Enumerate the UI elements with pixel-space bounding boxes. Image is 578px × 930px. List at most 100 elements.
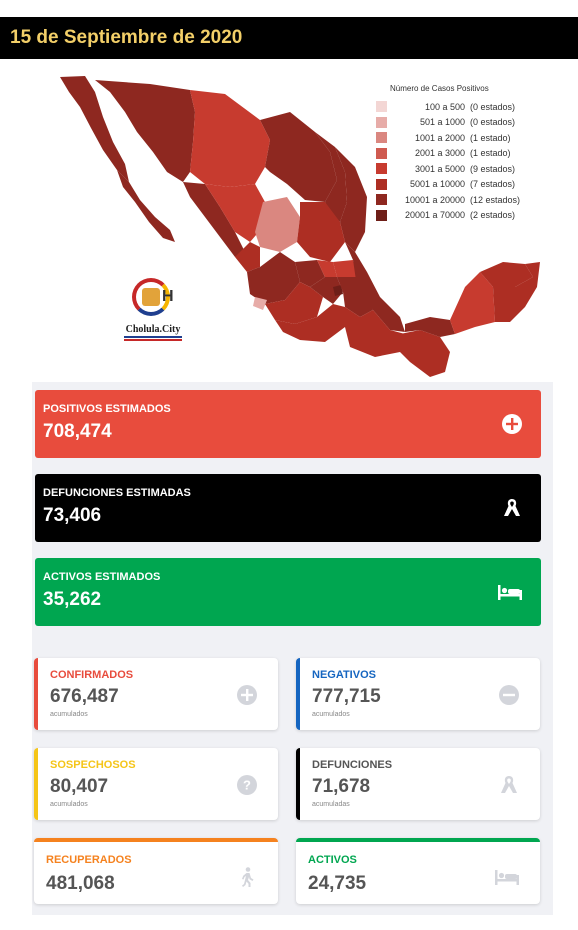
- card-label: POSITIVOS ESTIMADOS: [43, 403, 171, 415]
- confirmados-card: CONFIRMADOS 676,487 acumulados: [34, 658, 278, 730]
- bed-icon: [495, 870, 519, 885]
- card-value: 35,262: [43, 589, 102, 610]
- state-michoacan[interactable]: [265, 282, 323, 324]
- card-label: RECUPERADOS: [46, 854, 132, 866]
- state-jalisco[interactable]: [247, 252, 300, 304]
- legend-range: 2001 a 3000: [414, 148, 465, 159]
- legend-count: (12 estados): [470, 194, 521, 205]
- question-circle-icon: ?: [237, 775, 257, 795]
- map-legend: Número de Casos Positivos 100 a 500 (0 e…: [376, 84, 536, 223]
- legend-swatch: [376, 101, 387, 113]
- legend-swatch: [376, 132, 387, 144]
- mexico-map: [55, 72, 550, 382]
- card-value: 481,068: [46, 873, 115, 894]
- legend-swatch: [376, 147, 387, 159]
- state-baja-california-sur[interactable]: [117, 170, 175, 242]
- state-queretaro[interactable]: [317, 260, 337, 277]
- state-chiapas[interactable]: [400, 330, 450, 377]
- state-campeche[interactable]: [450, 272, 495, 334]
- walking-icon: [242, 867, 254, 887]
- date-header: 15 de Septiembre de 2020: [0, 17, 578, 59]
- state-nayarit[interactable]: [235, 242, 260, 272]
- legend-swatch: [376, 163, 387, 175]
- card-value: 708,474: [43, 421, 112, 442]
- positivos-estimados-card: POSITIVOS ESTIMADOS 708,474: [35, 390, 541, 458]
- state-guanajuato[interactable]: [295, 260, 325, 287]
- legend-range: 100 a 500: [424, 101, 465, 112]
- card-label: ACTIVOS ESTIMADOS: [43, 571, 161, 583]
- bed-icon: [498, 585, 522, 600]
- legend-item: 501 a 1000 (0 estados): [376, 115, 536, 131]
- state-guerrero[interactable]: [275, 304, 345, 342]
- state-tabasco[interactable]: [405, 317, 455, 337]
- state-zacatecas[interactable]: [255, 197, 300, 252]
- legend-swatch: [376, 194, 387, 206]
- state-sonora[interactable]: [95, 80, 195, 182]
- state-nuevo-leon[interactable]: [315, 132, 347, 222]
- card-value: 80,407: [50, 776, 109, 797]
- legend-item: 5001 a 10000 (7 estados): [376, 177, 536, 193]
- card-sub: acumuladas: [312, 801, 350, 808]
- legend-swatch: [376, 178, 387, 190]
- recuperados-card: RECUPERADOS 481,068: [34, 838, 278, 904]
- svg-text:?: ?: [243, 778, 251, 793]
- state-yucatan[interactable]: [480, 262, 533, 287]
- plus-circle-icon: [502, 414, 522, 434]
- card-label: DEFUNCIONES ESTIMADAS: [43, 487, 191, 499]
- state-durango[interactable]: [205, 184, 265, 242]
- state-mexico[interactable]: [310, 277, 343, 304]
- logo-h-letter: H: [162, 288, 174, 305]
- card-label: NEGATIVOS: [312, 669, 376, 681]
- state-colima[interactable]: [253, 297, 267, 310]
- ribbon-icon: [504, 499, 520, 516]
- card-label: SOSPECHOSOS: [50, 759, 136, 771]
- legend-range: 5001 a 10000: [409, 179, 465, 190]
- state-coahuila[interactable]: [260, 112, 337, 202]
- legend-swatch: [376, 116, 387, 128]
- legend-count: (2 estados): [470, 210, 516, 221]
- state-oaxaca[interactable]: [345, 307, 405, 357]
- activos-estimados-card: ACTIVOS ESTIMADOS 35,262: [35, 558, 541, 626]
- state-quintana-roo[interactable]: [493, 262, 540, 322]
- legend-item: 10001 a 20000 (12 estados): [376, 192, 536, 208]
- activos-card: ACTIVOS 24,735: [296, 838, 540, 904]
- state-hidalgo[interactable]: [333, 260, 357, 277]
- state-puebla[interactable]: [337, 277, 373, 317]
- legend-item: 2001 a 3000 (1 estado): [376, 146, 536, 162]
- state-tamaulipas[interactable]: [335, 147, 367, 252]
- legend-range: 3001 a 5000: [414, 163, 465, 174]
- legend-item: 3001 a 5000 (9 estados): [376, 161, 536, 177]
- plus-circle-icon: [237, 685, 257, 705]
- state-baja-california[interactable]: [60, 76, 129, 182]
- logo-underline-blue: [124, 336, 182, 338]
- state-veracruz[interactable]: [345, 242, 405, 332]
- legend-item: 1001 a 2000 (1 estado): [376, 130, 536, 146]
- state-san-luis-potosi[interactable]: [297, 202, 345, 262]
- card-value: 777,715: [312, 686, 381, 707]
- cholula-city-logo[interactable]: H Cholula.City: [122, 278, 182, 344]
- logo-name: Cholula.City: [125, 324, 181, 335]
- card-label: DEFUNCIONES: [312, 759, 393, 771]
- card-value: 73,406: [43, 505, 102, 526]
- legend-count: (0 estados): [470, 101, 516, 112]
- logo-ring: [132, 278, 170, 316]
- legend-range: 1001 a 2000: [414, 132, 465, 143]
- legend-title: Número de Casos Positivos: [390, 84, 489, 93]
- state-sinaloa[interactable]: [183, 182, 245, 257]
- ribbon-icon: [501, 776, 517, 793]
- date-title: 15 de Septiembre de 2020: [10, 27, 243, 48]
- card-value: 24,735: [308, 873, 367, 894]
- state-cdmx[interactable]: [333, 285, 343, 296]
- logo-underline-red: [124, 339, 182, 341]
- card-sub: acumulados: [50, 711, 88, 718]
- card-label: CONFIRMADOS: [50, 669, 134, 681]
- card-sub: acumulados: [312, 711, 350, 718]
- legend-count: (1 estado): [470, 148, 511, 159]
- state-chihuahua[interactable]: [190, 90, 270, 187]
- logo-glyph: [142, 288, 160, 306]
- stats-panel: [32, 382, 553, 915]
- legend-swatch: [376, 209, 387, 221]
- card-label: ACTIVOS: [308, 854, 357, 866]
- defunciones-card: DEFUNCIONES 71,678 acumuladas: [296, 748, 540, 820]
- minus-circle-icon: [499, 685, 519, 705]
